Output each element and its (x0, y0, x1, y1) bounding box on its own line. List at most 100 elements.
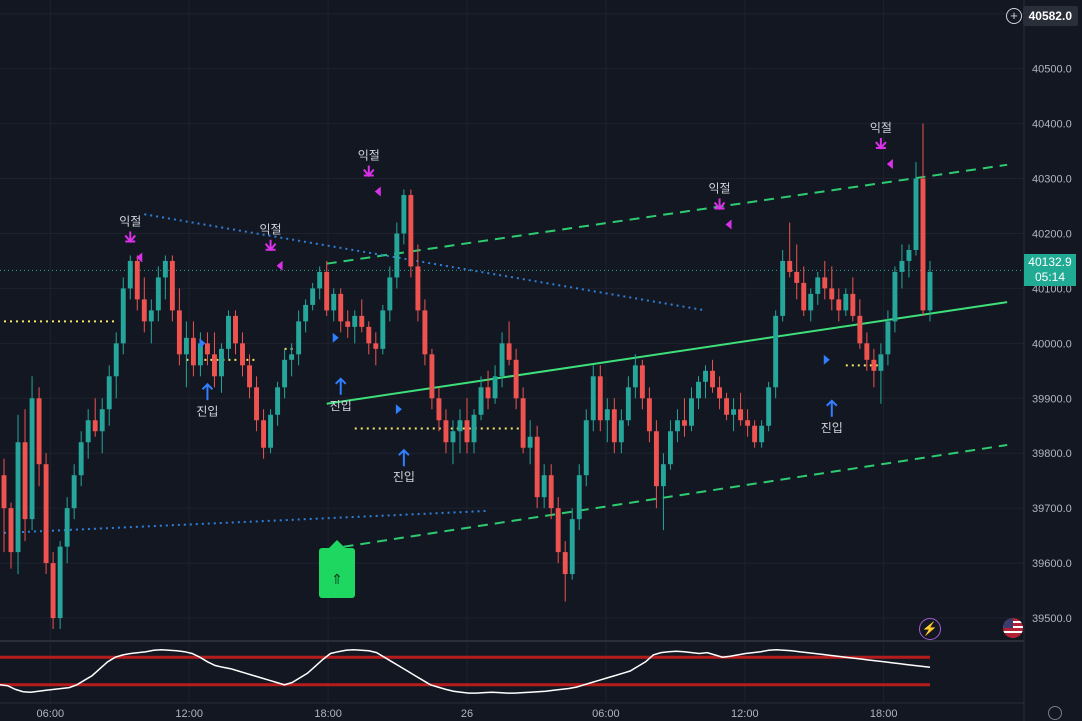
candle-body (864, 343, 870, 360)
candle-body (597, 376, 603, 421)
candle-body (485, 387, 491, 399)
entry-arrow-icon (398, 448, 410, 467)
candle-body (829, 288, 835, 300)
trendline-channel-mid (326, 301, 1008, 405)
lightning-icon[interactable]: ⚡ (919, 618, 941, 640)
entry-arrow-icon (335, 377, 347, 395)
candle-body (22, 442, 28, 520)
entry-label: 진입 (330, 399, 352, 413)
candle-body (611, 409, 617, 443)
candle-body (464, 420, 470, 443)
candle-body (632, 365, 638, 388)
candle-body (240, 343, 245, 366)
candle-body (731, 409, 737, 415)
add-alert-icon[interactable]: + (1006, 8, 1022, 24)
take-profit-arrow-icon (713, 198, 726, 211)
trendlines[interactable] (3, 163, 1008, 551)
candle-body (120, 288, 126, 344)
candle-body (183, 337, 189, 355)
candle-body (275, 387, 281, 415)
candle-body (850, 293, 856, 316)
candle-body (815, 277, 821, 294)
candle-body (331, 293, 337, 311)
take-profit-label: 익절 (708, 181, 730, 195)
candle-body (899, 260, 905, 272)
take-profit-marker (374, 186, 381, 197)
take-profit-marker (136, 252, 143, 263)
candle-body (857, 315, 863, 344)
take-profit-arrow-icon (264, 239, 277, 252)
take-profit-label: 익절 (119, 214, 141, 228)
candle-body (478, 387, 484, 415)
candle-body (226, 315, 231, 349)
price-tick-label: 39700.0 (1032, 503, 1072, 515)
take-profit-marker (725, 219, 732, 230)
candle-body (261, 420, 267, 448)
candle-body (450, 431, 456, 443)
candle-body (148, 310, 154, 322)
candle-body (583, 420, 589, 476)
candle-body (366, 326, 372, 344)
candle-body (639, 365, 645, 399)
time-tick-label: 26 (461, 708, 473, 720)
candle-body (752, 425, 758, 443)
oscillator-pane: 100.00.0 (0, 640, 1060, 701)
candle-body (696, 381, 701, 399)
bar-countdown: 05:14 (1034, 270, 1066, 285)
crosshair-price-label: 40582.0 (1022, 6, 1078, 26)
take-profit-label: 익절 (260, 223, 282, 237)
candle-body (773, 315, 779, 388)
candle-body (443, 420, 449, 443)
candle-body (436, 398, 442, 421)
candle-body (134, 260, 140, 300)
candle-body (471, 414, 477, 443)
candlesticks (1, 123, 933, 630)
candle-body (282, 359, 288, 388)
candle-body (219, 348, 224, 377)
candle-body (408, 195, 414, 267)
candle-body (520, 398, 526, 448)
candle-body (387, 277, 393, 311)
candle-body (801, 282, 807, 311)
entry-label: 진입 (393, 470, 415, 484)
candle-body (127, 260, 133, 289)
candle-body (106, 376, 112, 410)
candle-body (738, 409, 744, 421)
price-axis-bg (1024, 0, 1082, 721)
price-axis[interactable]: 40600.040500.040400.040300.040200.040100… (1023, 0, 1082, 721)
candle-body (794, 271, 800, 283)
oscillator-line (0, 649, 931, 694)
price-tick-label: 40500.0 (1032, 64, 1072, 76)
candle-body (352, 315, 358, 327)
entry-marker (332, 332, 339, 343)
settings-icon[interactable] (1048, 706, 1062, 720)
candle-body (373, 343, 379, 349)
trendline-channel-upper (326, 163, 1008, 265)
take-profit-arrow-icon (363, 165, 375, 178)
candle-body (169, 260, 175, 311)
candle-body (401, 195, 407, 234)
us-flag-icon[interactable] (1003, 618, 1023, 638)
candle-body (913, 178, 919, 250)
time-axis[interactable]: 06:00 12:00 18:00 26 06:00 12:00 18:00 (0, 702, 1024, 720)
price-tick-label: 40000.0 (1032, 338, 1072, 350)
candle-body (885, 321, 891, 355)
candle-body (303, 304, 309, 322)
candle-body (590, 376, 596, 421)
candle-body (513, 359, 519, 399)
price-tick-label: 39500.0 (1032, 613, 1072, 625)
candle-body (211, 354, 217, 377)
candle-body (618, 420, 624, 443)
candle-body (457, 420, 463, 432)
price-tick-label: 40200.0 (1032, 228, 1072, 240)
candle-body (667, 431, 673, 465)
candle-body (653, 431, 659, 487)
candle-body (562, 552, 568, 575)
candle-body (268, 414, 274, 448)
candle-body (569, 519, 575, 575)
candle-body (324, 271, 330, 311)
dotted-levels (4, 320, 881, 430)
candle-body (906, 249, 912, 261)
